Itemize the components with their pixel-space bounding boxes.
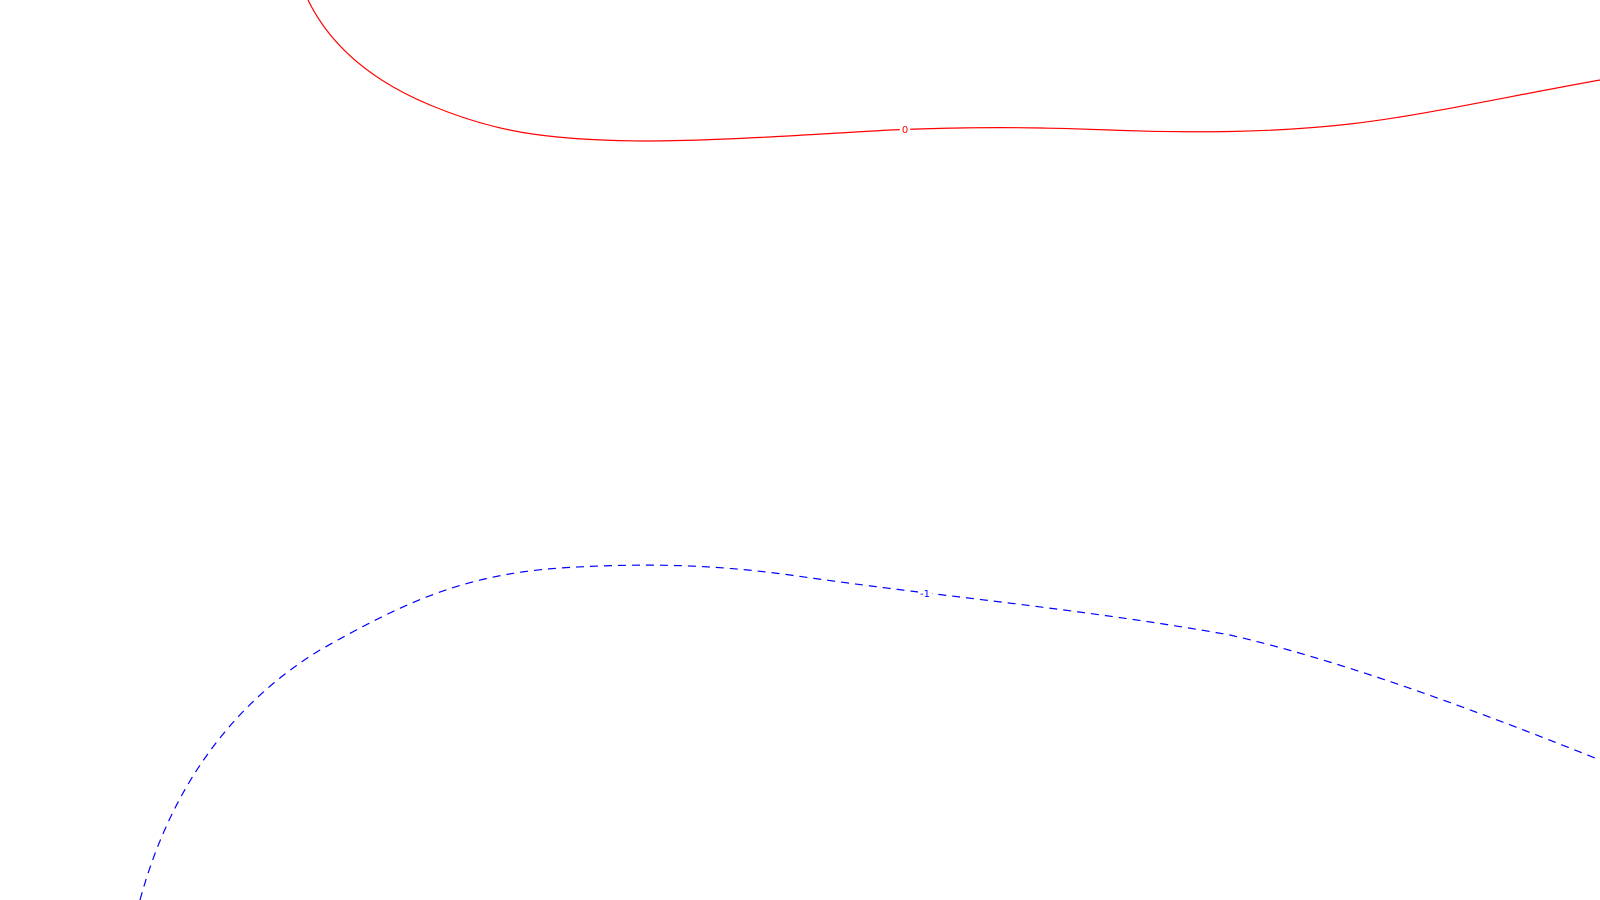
contour-label-gap (899, 125, 911, 136)
contour-label-level-minus-1: -1 (920, 589, 930, 600)
contour-label-level-0: 0 (902, 125, 908, 136)
contour-label-gap (918, 589, 932, 600)
contour-line-level-minus-1 (139, 564, 1600, 900)
contour-line-level-0 (307, 0, 1600, 142)
